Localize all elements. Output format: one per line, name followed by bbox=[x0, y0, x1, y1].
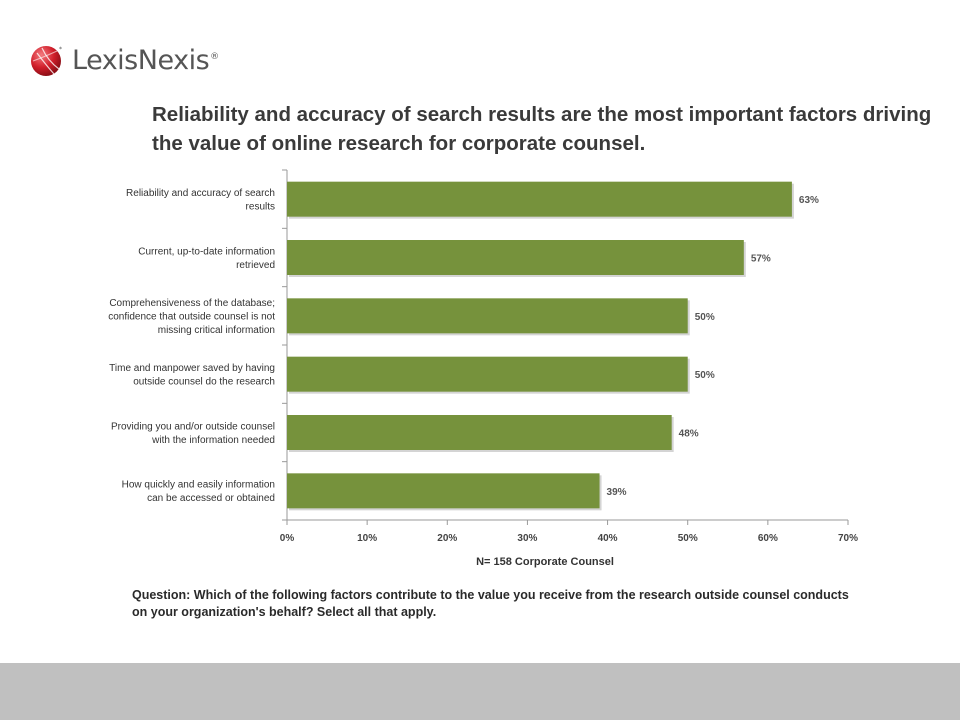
category-label: can be accessed or obtained bbox=[147, 493, 275, 504]
data-label: 57% bbox=[751, 254, 771, 265]
data-label: 39% bbox=[607, 487, 627, 498]
sample-size-note: N= 158 Corporate Counsel bbox=[476, 556, 614, 568]
bar bbox=[287, 356, 688, 392]
data-label: 50% bbox=[695, 370, 715, 381]
bar-chart: 0% 10% 20% 30% 40% 50% 60% 70% 63% Reliability an… bbox=[108, 169, 858, 544]
x-tick-label: 40% bbox=[598, 533, 618, 544]
category-label: Comprehensiveness of the database; bbox=[109, 298, 275, 309]
bar bbox=[287, 181, 792, 217]
category-label: results bbox=[246, 201, 275, 212]
x-tick-label: 50% bbox=[678, 533, 698, 544]
bar bbox=[287, 298, 688, 334]
survey-question: Question: Which of the following factors… bbox=[132, 588, 849, 619]
category-label: Reliability and accuracy of search bbox=[126, 188, 275, 199]
x-tick-label: 0% bbox=[280, 533, 295, 544]
logo-wordmark: LexisNexis® bbox=[72, 44, 219, 76]
registered-mark: ® bbox=[210, 51, 219, 62]
category-label: outside counsel do the research bbox=[133, 376, 275, 387]
svg-text:*: * bbox=[59, 46, 62, 53]
brand-logo: * LexisNexis® bbox=[30, 40, 219, 80]
data-label: 48% bbox=[679, 429, 699, 440]
category-label: How quickly and easily information bbox=[122, 480, 275, 491]
category-label: Time and manpower saved by having bbox=[109, 363, 275, 374]
lexisnexis-sphere-icon: * bbox=[31, 46, 62, 76]
category-label: retrieved bbox=[236, 260, 275, 271]
x-tick-label: 30% bbox=[517, 533, 537, 544]
x-tick-label: 20% bbox=[437, 533, 457, 544]
data-label: 50% bbox=[695, 312, 715, 323]
data-label: 63% bbox=[799, 195, 819, 206]
category-label: confidence that outside counsel is not bbox=[108, 311, 275, 322]
bar bbox=[287, 240, 744, 275]
x-tick-label: 70% bbox=[838, 533, 858, 544]
category-label: Current, up-to-date information bbox=[138, 246, 275, 257]
chart-headline: Reliability and accuracy of search resul… bbox=[152, 103, 932, 155]
category-label: Providing you and/or outside counsel bbox=[111, 421, 275, 432]
bar bbox=[287, 415, 672, 450]
bar bbox=[287, 473, 600, 509]
category-label: with the information needed bbox=[151, 435, 275, 446]
category-label: missing critical information bbox=[158, 325, 275, 336]
x-tick-label: 60% bbox=[758, 533, 778, 544]
x-tick-label: 10% bbox=[357, 533, 377, 544]
footer-band bbox=[0, 663, 960, 720]
